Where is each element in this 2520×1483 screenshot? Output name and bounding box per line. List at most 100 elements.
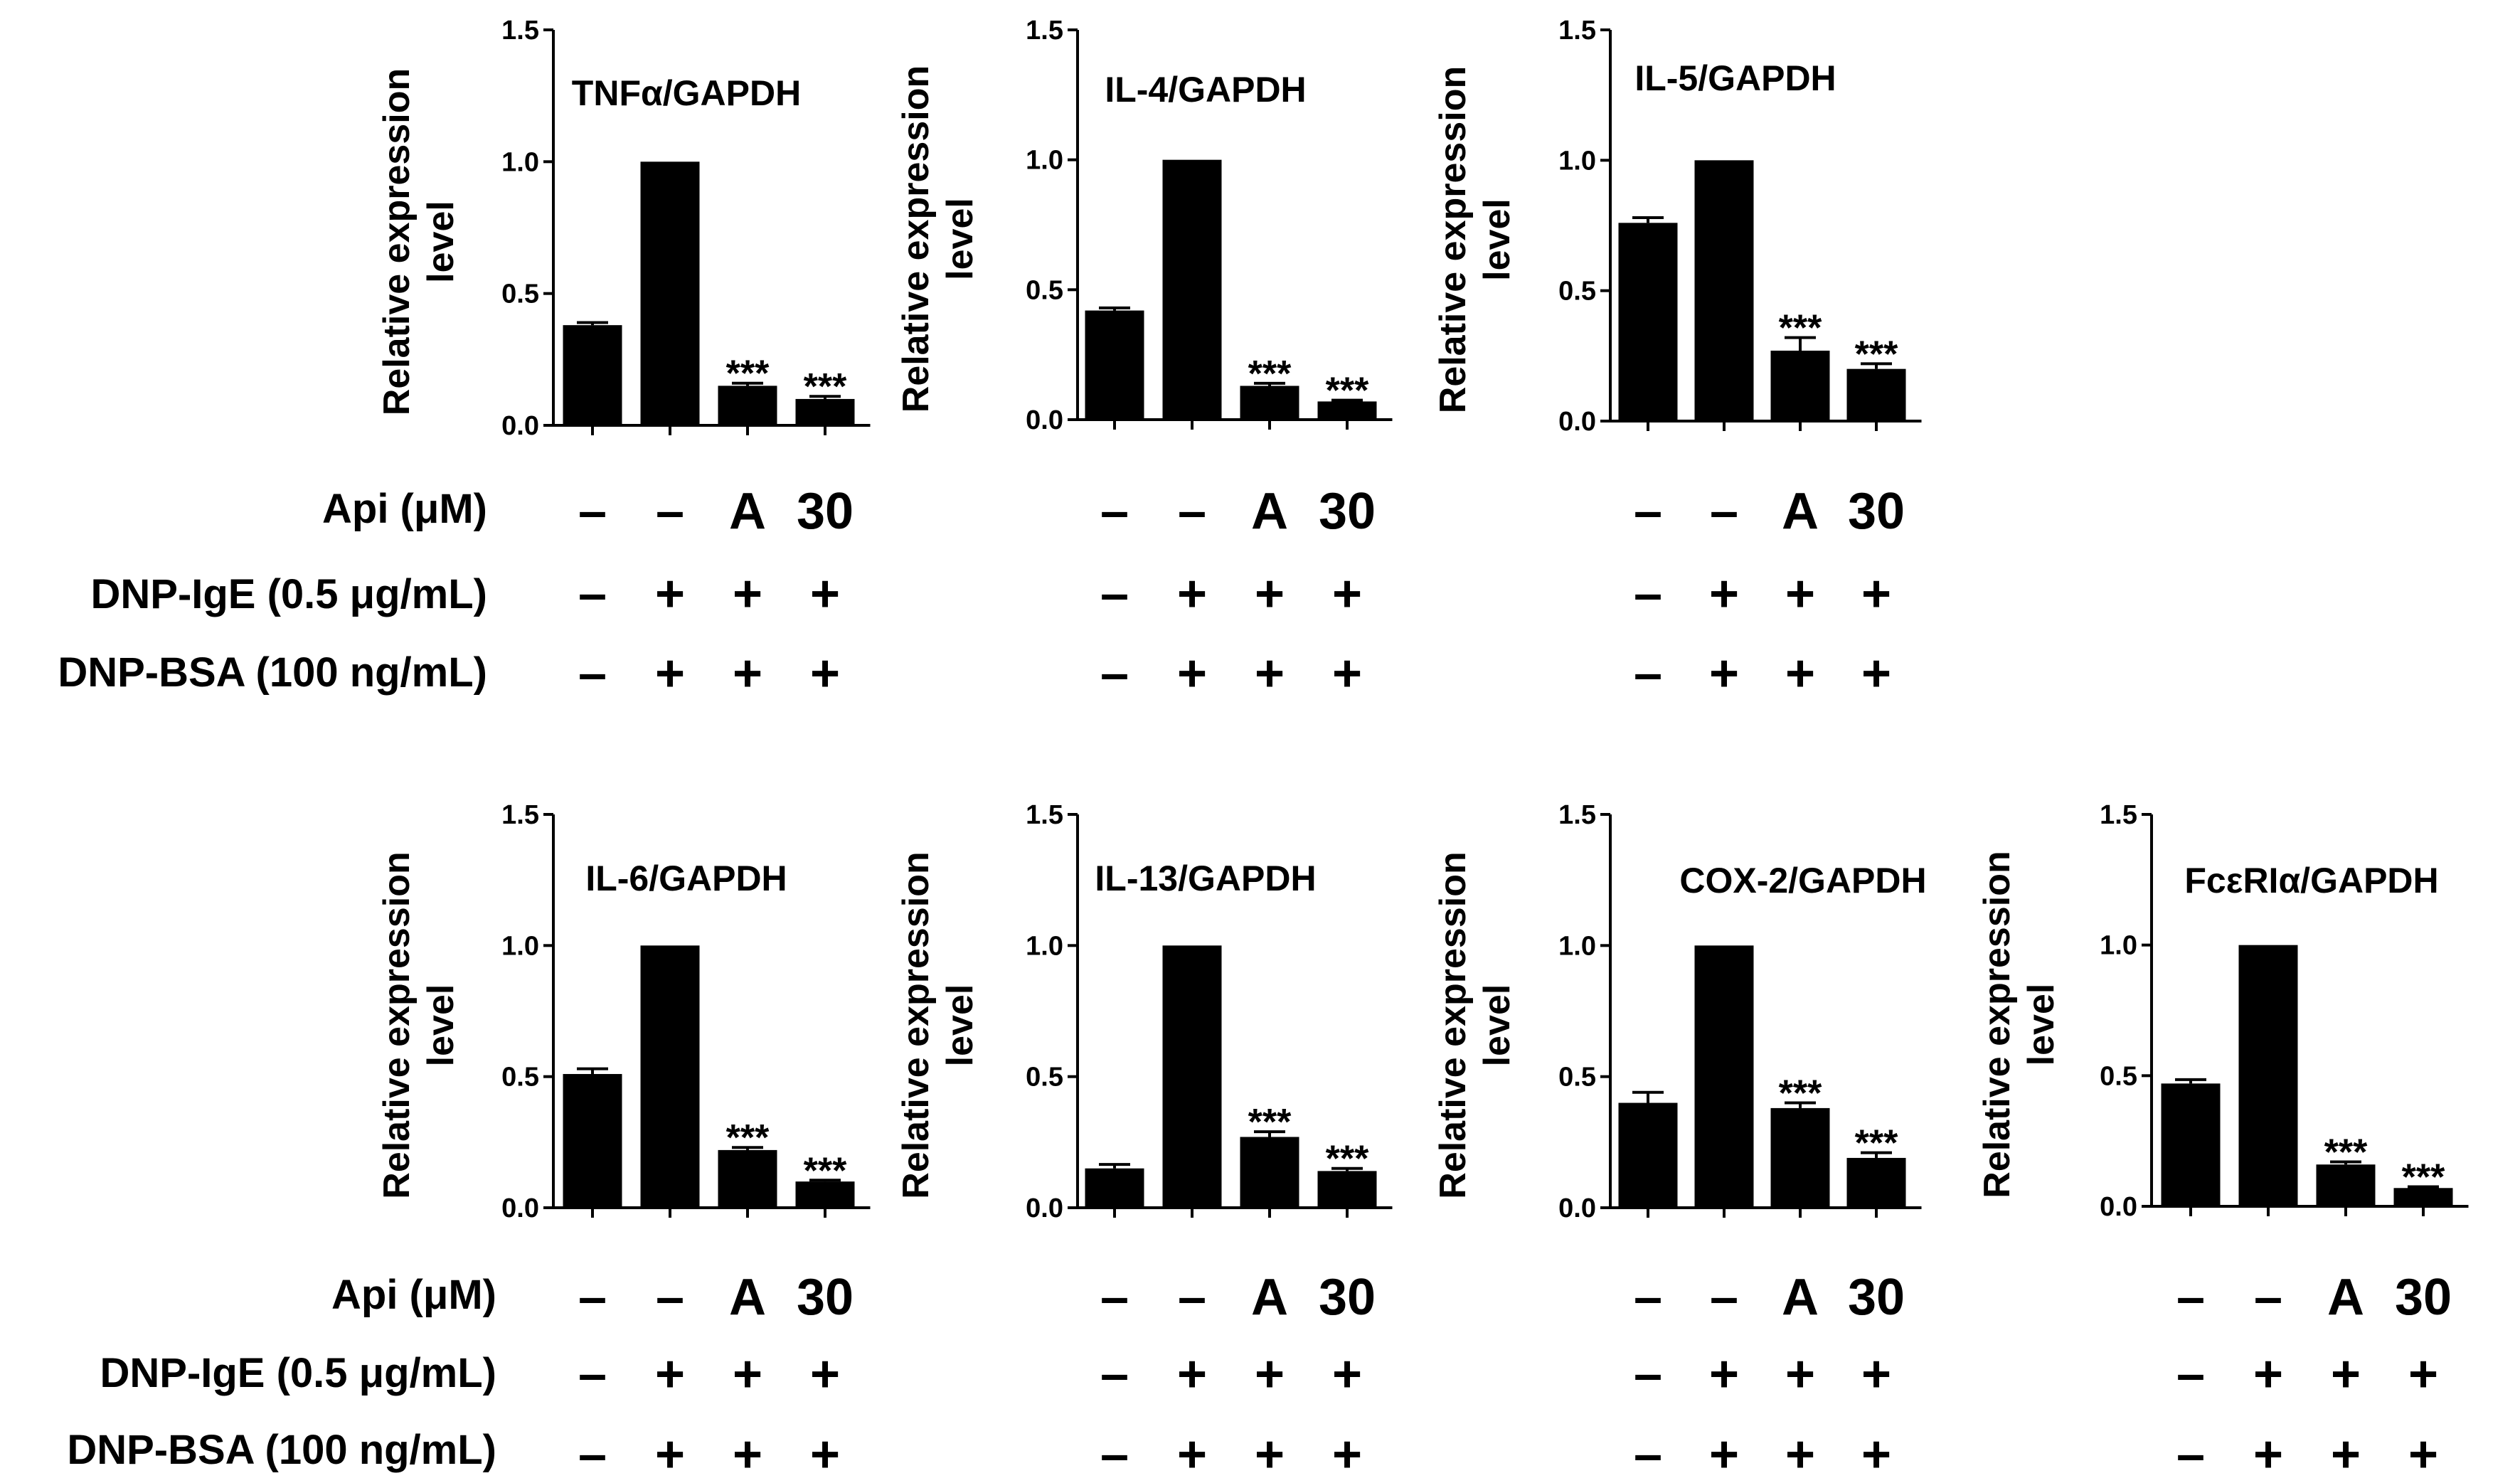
condition-value: + (2408, 1346, 2438, 1403)
condition-value: + (1861, 1426, 1891, 1483)
condition-row-label: Api (μM) (322, 486, 487, 532)
condition-value: + (1177, 565, 1207, 622)
condition-value: + (2331, 1426, 2361, 1483)
bar (563, 325, 622, 425)
y-axis-label: Relative expressionlevel (895, 851, 981, 1198)
significance-label: *** (804, 366, 847, 408)
condition-value: + (1255, 1346, 1285, 1403)
y-axis-label-line2: level (2021, 984, 2062, 1066)
bar (795, 1181, 855, 1208)
condition-value: 30 (1848, 1269, 1905, 1326)
condition-value: – (1634, 1426, 1662, 1483)
bar (795, 398, 855, 425)
panel-title: IL-5/GAPDH (1634, 58, 1836, 98)
bar (640, 945, 700, 1208)
condition-value: + (1255, 1426, 1285, 1483)
condition-value: + (655, 565, 685, 622)
y-axis-label-line1: Relative expression (1432, 851, 1474, 1198)
panel-7: 0.0 0.5 1.0 1.5 *** *** FcεRIα/GAPDH Relative e… (1977, 800, 2469, 1483)
condition-row-label: DNP-IgE (0.5 μg/mL) (90, 571, 487, 617)
condition-value: + (1709, 1426, 1739, 1483)
condition-row-label: Api (μM) (331, 1272, 496, 1318)
bar (1618, 1102, 1678, 1208)
condition-value: + (733, 565, 762, 622)
y-axis-label-line1: Relative expression (1432, 66, 1474, 413)
condition-value: A (2327, 1269, 2364, 1326)
y-axis-label-line1: Relative expression (376, 851, 418, 1198)
bar (1162, 945, 1222, 1208)
condition-value: + (655, 645, 685, 702)
condition-value: + (2408, 1426, 2438, 1483)
y-tick-label: 1.5 (1026, 16, 1063, 46)
panel-4: 0.0 0.5 1.0 1.5 *** *** IL-6/GAPDH Relative exp… (376, 800, 871, 1483)
condition-value: – (1178, 1269, 1206, 1326)
condition-value: + (1861, 565, 1891, 622)
condition-value: + (733, 1426, 762, 1483)
panel-title: IL-6/GAPDH (585, 859, 787, 898)
bar (1770, 351, 1830, 421)
condition-value: A (1251, 483, 1288, 540)
condition-value: – (1100, 1269, 1129, 1326)
condition-value: + (1861, 645, 1891, 702)
y-tick-label: 0.5 (1026, 1063, 1063, 1093)
bar (1618, 223, 1678, 421)
y-axis-label: Relative expressionlevel (895, 65, 981, 413)
condition-value: + (810, 565, 840, 622)
y-axis-label-line2: level (1477, 984, 1518, 1067)
condition-value: 30 (1319, 483, 1376, 540)
significance-label: *** (1779, 1073, 1822, 1115)
y-tick-label: 1.5 (1558, 800, 1596, 830)
condition-row-label: DNP-BSA (100 ng/mL) (58, 649, 487, 696)
bar (1694, 945, 1754, 1208)
significance-label: *** (1248, 354, 1292, 395)
bar (718, 1149, 777, 1208)
significance-label: *** (1779, 308, 1822, 349)
significance-label: *** (804, 1150, 847, 1191)
panel-2: 0.0 0.5 1.0 1.5 *** *** IL-4/GAPDH Relative exp… (895, 16, 1393, 702)
condition-value: + (1785, 645, 1815, 702)
condition-value: + (2253, 1346, 2283, 1403)
y-tick-label: 1.0 (1026, 931, 1063, 961)
condition-value: + (1709, 1346, 1739, 1403)
condition-value: – (578, 1269, 607, 1326)
significance-label: *** (1248, 1102, 1292, 1143)
y-tick-label: 0.0 (1026, 1194, 1063, 1223)
condition-value: – (1634, 483, 1662, 540)
condition-value: + (733, 645, 762, 702)
y-tick-label: 1.0 (1026, 146, 1063, 176)
condition-value: – (578, 645, 607, 702)
y-tick-label: 1.5 (1558, 16, 1596, 46)
condition-labels-1: Api (μM) DNP-IgE (0.5 μg/mL) DNP-BSA (100 … (58, 486, 487, 696)
panel-1: 0.0 0.5 1.0 1.5 *** *** TNFα/GAPDH Relative exp… (376, 16, 871, 702)
condition-value: – (1178, 483, 1206, 540)
condition-value: + (1785, 565, 1815, 622)
bar (2316, 1164, 2376, 1206)
bar (1085, 310, 1144, 420)
bar (563, 1073, 622, 1208)
condition-value: 30 (2395, 1269, 2452, 1326)
y-tick-label: 1.5 (2100, 800, 2137, 830)
bar (1240, 386, 1299, 420)
y-tick-label: 0.0 (2100, 1192, 2137, 1222)
condition-value: – (1100, 1346, 1129, 1403)
condition-value: – (656, 1269, 684, 1326)
y-axis-label-line1: Relative expression (895, 851, 937, 1198)
panel-title: IL-13/GAPDH (1095, 859, 1316, 898)
condition-value: A (1251, 1269, 1288, 1326)
significance-label: *** (2402, 1157, 2445, 1198)
y-tick-label: 0.5 (2100, 1061, 2137, 1091)
bar (1694, 160, 1754, 422)
panel-title: COX-2/GAPDH (1679, 861, 1926, 900)
condition-value: – (1710, 1269, 1738, 1326)
y-axis-label-line1: Relative expression (376, 68, 418, 415)
condition-value: + (810, 1346, 840, 1403)
significance-label: *** (726, 1117, 770, 1159)
y-tick-label: 0.5 (1558, 277, 1596, 307)
panel-title: IL-4/GAPDH (1105, 70, 1306, 110)
y-axis-label: Relative expressionlevel (376, 68, 462, 415)
panel-6: 0.0 0.5 1.0 1.5 *** *** COX-2/GAPDH Relative ex… (1432, 800, 1927, 1483)
bar (2161, 1083, 2221, 1206)
condition-value: 30 (1319, 1269, 1376, 1326)
condition-value: – (1100, 483, 1129, 540)
y-tick-label: 1.0 (1558, 146, 1596, 176)
